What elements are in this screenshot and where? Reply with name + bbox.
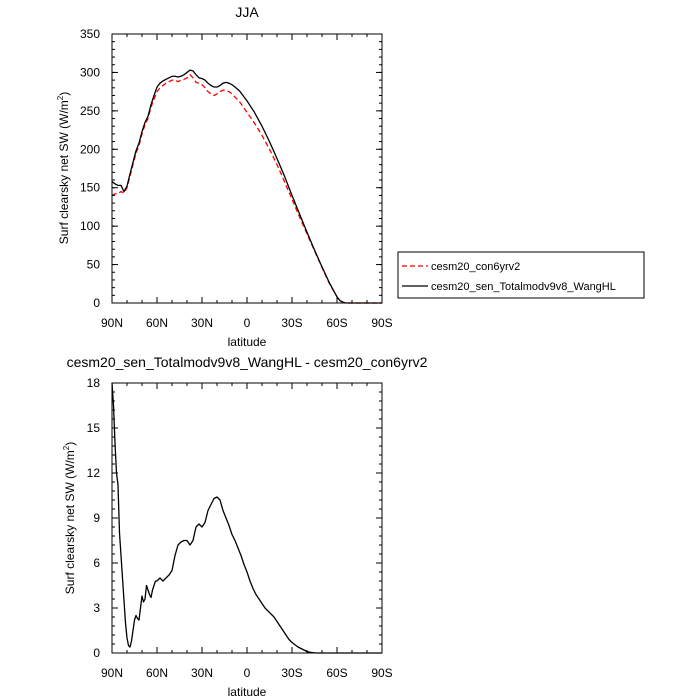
bottom-x-tick-label: 90N (101, 666, 123, 680)
top-y-tick-label: 350 (80, 27, 100, 41)
top-x-tick-label: 30N (191, 316, 213, 330)
top-x-tick-label: 60N (146, 316, 168, 330)
bottom-y-tick-label: 9 (93, 511, 100, 525)
legend-label-sen: cesm20_sen_Totalmodv9v8_WangHL (431, 281, 616, 293)
top-x-axis-label: latitude (228, 335, 267, 349)
bottom-y-axis-label: Surf clearsky net SW (W/m2) (62, 442, 77, 594)
bottom-x-tick-label: 30S (281, 666, 302, 680)
top-x-tick-label: 0 (244, 316, 251, 330)
bottom-panel: cesm20_sen_Totalmodv9v8_WangHL - cesm20_… (62, 354, 428, 699)
legend-label-con6yrv2: cesm20_con6yrv2 (431, 261, 520, 273)
top-y-tick-label: 150 (80, 181, 100, 195)
top-y-axis-label: Surf clearsky net SW (W/m2) (56, 92, 71, 244)
bottom-x-tick-label: 0 (244, 666, 251, 680)
bottom-x-tick-label: 60S (326, 666, 347, 680)
top-series-line-1 (111, 69, 382, 304)
bottom-series-line-0 (111, 382, 382, 654)
bottom-x-axis-label: latitude (228, 685, 267, 699)
top-chart-title: JJA (235, 4, 259, 20)
bottom-x-tick-label: 30N (191, 666, 213, 680)
legend: cesm20_con6yrv2 cesm20_sen_Totalmodv9v8_… (397, 251, 645, 299)
top-y-tick-label: 200 (80, 142, 100, 156)
bottom-y-tick-label: 15 (87, 421, 101, 435)
top-y-tick-label: 50 (87, 258, 101, 272)
top-x-tick-label: 60S (326, 316, 347, 330)
bottom-x-tick-label: 60N (146, 666, 168, 680)
top-y-tick-label: 300 (80, 65, 100, 79)
bottom-plot-frame (111, 382, 383, 654)
bottom-chart-title: cesm20_sen_Totalmodv9v8_WangHL - cesm20_… (67, 354, 428, 370)
top-plot-frame (111, 33, 383, 304)
top-panel: JJA 90N 60N 30N 0 30S 60S 90S 0 50 100 150 200 250 30… (56, 4, 645, 349)
top-x-tick-label: 90S (371, 316, 392, 330)
bottom-y-tick-label: 18 (87, 376, 101, 390)
bottom-y-tick-label: 12 (87, 466, 101, 480)
top-y-tick-label: 250 (80, 104, 100, 118)
bottom-x-tick-label: 90S (371, 666, 392, 680)
top-y-tick-label: 0 (93, 296, 100, 310)
bottom-y-tick-label: 6 (93, 556, 100, 570)
top-x-tick-label: 90N (101, 316, 123, 330)
bottom-y-tick-label: 3 (93, 601, 100, 615)
top-x-tick-label: 30S (281, 316, 302, 330)
legend-box (397, 251, 645, 299)
top-y-tick-label: 100 (80, 219, 100, 233)
top-series-line-0 (111, 74, 382, 304)
bottom-y-tick-label: 0 (93, 646, 100, 660)
